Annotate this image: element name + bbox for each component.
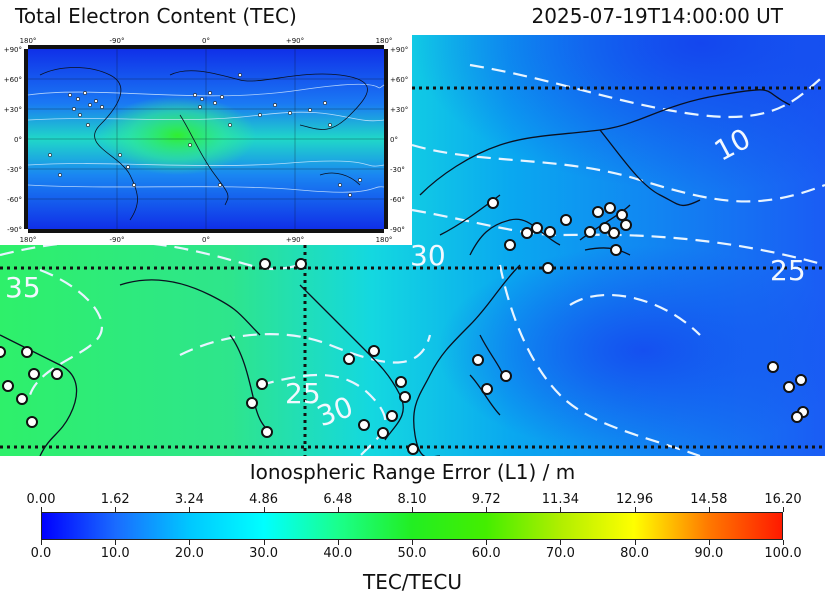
range-error-tick-label: 12.96 xyxy=(615,492,654,507)
contour-label: 30 xyxy=(410,239,446,272)
tec-colorbar xyxy=(41,512,783,540)
tec-tick-label: 100.0 xyxy=(764,546,802,561)
lon-label: -90° xyxy=(110,236,125,244)
tec-tick-label: 20.0 xyxy=(174,546,204,561)
range-error-ticks: 0.00 1.62 3.24 4.86 6.48 8.10 9.72 11.34 12.96 14… xyxy=(0,492,825,512)
timestamp: 2025-07-19T14:00:00 UT xyxy=(531,4,783,28)
lat-label: -60° xyxy=(390,196,405,204)
tec-tick-label: 0.0 xyxy=(30,546,52,561)
inset-lon-labels-top: 180° -90° 0° +90° 180° xyxy=(20,37,393,45)
tec-tick-label: 70.0 xyxy=(545,546,575,561)
lon-label: -90° xyxy=(110,37,125,45)
lat-label: 0° xyxy=(14,136,22,144)
lat-label: +60° xyxy=(390,76,408,84)
range-tick-mark xyxy=(115,507,117,512)
range-error-axis-label: Ionospheric Range Error (L1) / m xyxy=(249,460,576,484)
range-error-tick-label: 6.48 xyxy=(323,492,353,507)
lat-label: -30° xyxy=(7,166,22,174)
range-error-tick-label: 3.24 xyxy=(174,492,204,507)
lon-label: 180° xyxy=(376,236,393,244)
tec-tick-mark xyxy=(783,540,784,545)
range-error-tick-label: 9.72 xyxy=(471,492,501,507)
range-tick-mark xyxy=(783,507,784,512)
lat-label: -60° xyxy=(7,196,22,204)
lon-label: 0° xyxy=(202,236,210,244)
lon-label: 180° xyxy=(376,37,393,45)
grid-lines xyxy=(0,86,825,456)
tec-tick-mark xyxy=(486,540,488,545)
lat-label: +90° xyxy=(390,46,408,54)
range-tick-mark xyxy=(41,507,42,512)
range-error-tick-label: 1.62 xyxy=(100,492,130,507)
range-tick-mark xyxy=(412,507,413,512)
tec-tick-mark xyxy=(337,540,339,545)
tec-axis-label: TEC/TECU xyxy=(362,570,462,594)
range-tick-mark xyxy=(337,507,339,512)
tec-tick-mark xyxy=(115,540,117,545)
range-error-tick-label: 0.00 xyxy=(26,492,56,507)
tec-tick-mark xyxy=(41,540,42,545)
tec-ticks: 0.0 10.0 20.0 30.0 40.0 50.0 60.0 70.0 80.0 90.0 1… xyxy=(0,546,825,566)
lon-label: +90° xyxy=(286,37,304,45)
lat-label: +30° xyxy=(390,106,408,114)
range-error-tick-label: 14.58 xyxy=(690,492,728,507)
range-tick-mark xyxy=(560,507,562,512)
tec-tick-label: 40.0 xyxy=(323,546,353,561)
tec-tick-mark xyxy=(412,540,413,545)
contour-label: 35 xyxy=(5,271,41,304)
contour-label: 25 xyxy=(285,377,321,410)
tec-tick-mark xyxy=(263,540,265,545)
inset-lat-labels-right: +90° +60° +30° 0° -30° -60° -90° xyxy=(390,46,408,234)
tec-tick-mark xyxy=(560,540,562,545)
range-error-tick-label: 8.10 xyxy=(397,492,427,507)
contour-label: 25 xyxy=(770,254,806,287)
range-tick-mark xyxy=(263,507,265,512)
tec-tick-mark xyxy=(189,540,191,545)
lat-label: -30° xyxy=(390,166,405,174)
lat-label: -90° xyxy=(390,226,405,234)
lon-label: 0° xyxy=(202,37,210,45)
tec-tick-label: 80.0 xyxy=(620,546,650,561)
station-markers xyxy=(0,197,809,455)
tec-tick-label: 50.0 xyxy=(397,546,427,561)
range-error-tick-label: 16.20 xyxy=(764,492,802,507)
tec-tick-label: 60.0 xyxy=(471,546,501,561)
range-tick-mark xyxy=(708,507,710,512)
tec-tick-label: 90.0 xyxy=(694,546,724,561)
colorbar-top-tick-marks xyxy=(41,507,784,512)
colorbar-bottom-tick-marks xyxy=(41,540,784,545)
range-tick-mark xyxy=(634,507,636,512)
lon-label: 180° xyxy=(20,37,37,45)
tec-tick-label: 30.0 xyxy=(249,546,279,561)
inset-lat-labels-left: +90° +60° +30° 0° -30° -60° -90° xyxy=(4,46,22,234)
range-error-tick-label: 4.86 xyxy=(249,492,279,507)
range-error-tick-label: 11.34 xyxy=(541,492,579,507)
tec-tick-mark xyxy=(634,540,636,545)
lat-label: 0° xyxy=(390,136,398,144)
range-tick-mark xyxy=(486,507,488,512)
range-tick-mark xyxy=(189,507,191,512)
tec-tick-label: 10.0 xyxy=(100,546,130,561)
lat-label: +30° xyxy=(4,106,22,114)
tec-tick-mark xyxy=(708,540,710,545)
lon-label: 180° xyxy=(20,236,37,244)
lon-label: +90° xyxy=(286,236,304,244)
global-tec-inset: 180° -90° 0° +90° 180° 180° -90° 0° +90°… xyxy=(0,35,412,245)
lat-label: +90° xyxy=(4,46,22,54)
page-title: Total Electron Content (TEC) xyxy=(15,4,297,28)
lat-label: +60° xyxy=(4,76,22,84)
lat-label: -90° xyxy=(7,226,22,234)
inset-lon-labels-bottom: 180° -90° 0° +90° 180° xyxy=(20,236,393,244)
